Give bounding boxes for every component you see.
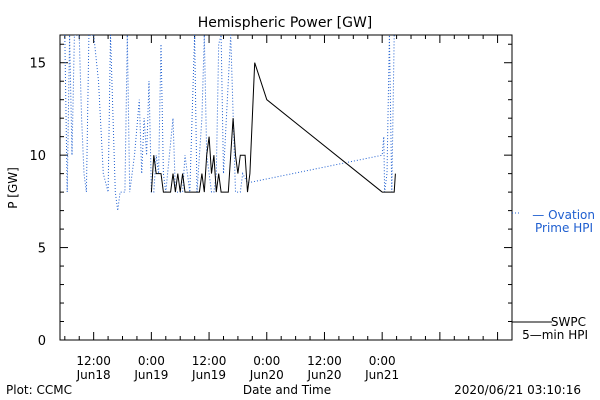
x-axis-label: Date and Time [243,383,331,397]
ovation-prime-series-line [64,35,395,211]
plot-area [59,34,513,341]
chart-title: Hemispheric Power [GW] [198,15,373,31]
x-tick-label: 0:00 [253,354,280,368]
y-tick-label: 10 [29,149,46,164]
plot-timestamp: 2020/06/21 03:10:16 [454,383,581,397]
y-tick-label: 15 [29,57,46,72]
x-tick-date-label: Jun19 [191,368,226,382]
ovation-legend-label-2: Prime HPI [535,221,593,235]
swpc-legend-label: SWPC [551,315,586,329]
x-tick-label: 0:00 [369,354,396,368]
x-tick-date-label: Jun18 [76,368,111,382]
x-tick-label: 12:00 [192,354,227,368]
y-tick-label: 0 [38,334,46,349]
plot-credit: Plot: CCMC [6,383,72,397]
x-tick-label: 0:00 [138,354,165,368]
x-tick-date-label: Jun21 [364,368,399,382]
x-tick-label: 12:00 [76,354,111,368]
ovation-legend-label: — Ovation [532,208,595,222]
x-tick-label: 12:00 [307,354,342,368]
x-tick-date-label: Jun19 [133,368,168,382]
y-axis-label: P [GW] [6,167,20,209]
y-tick-label: 5 [38,242,46,257]
swpc-legend-label-2: 5—min HPI [522,328,588,342]
swpc-series-line [150,62,396,193]
x-tick-date-label: Jun20 [249,368,284,382]
x-tick-date-label: Jun20 [306,368,341,382]
